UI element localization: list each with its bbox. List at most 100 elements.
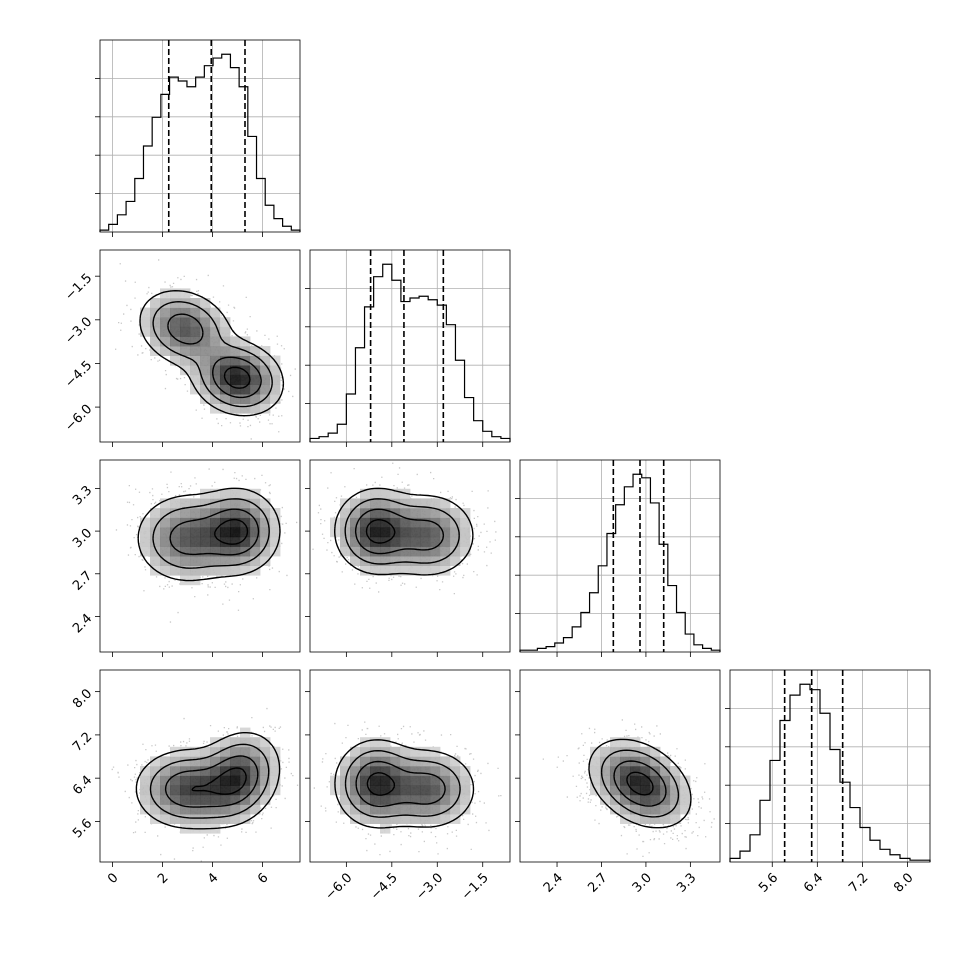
density-cell [350, 794, 361, 805]
density-cell [200, 775, 211, 786]
density-cell [220, 737, 231, 748]
density-cell [370, 498, 381, 509]
density-cell [230, 488, 241, 499]
x-tick-label: 8.0 [891, 870, 916, 895]
histogram-panel [725, 669, 931, 867]
density-cell [600, 766, 611, 776]
density-cell [390, 756, 401, 767]
density-cell [370, 527, 381, 538]
density-cell [350, 556, 361, 566]
density-cell [680, 804, 691, 815]
density-cell [370, 556, 381, 566]
y-tick-label: 3.0 [70, 526, 95, 551]
histogram-step-line [309, 263, 511, 442]
density-cell [590, 756, 601, 767]
density-cell [230, 775, 241, 786]
density-cell [420, 775, 431, 786]
x-tick-label: 2.4 [541, 870, 566, 895]
density-cell [200, 814, 211, 824]
density-cell [250, 527, 261, 538]
density-cell [180, 804, 191, 815]
density-cell [450, 508, 461, 518]
y-tick-label: 2.4 [70, 611, 95, 636]
density-cell [360, 498, 371, 509]
density-cell [180, 307, 191, 318]
density-cell [140, 785, 151, 796]
density-cell [400, 565, 411, 576]
density-cell [180, 746, 191, 757]
density-cell [430, 546, 441, 557]
density-cell [390, 488, 401, 499]
density-cell [150, 766, 161, 776]
density-cell [170, 766, 181, 776]
density-cell [180, 317, 191, 328]
density-cell [430, 536, 441, 547]
density-cell [240, 794, 251, 805]
density-cell [670, 785, 681, 796]
density-cell [260, 536, 271, 547]
density-cell [270, 394, 281, 404]
density-cell [220, 336, 231, 347]
density-cell [190, 374, 201, 385]
panel-frame [309, 459, 511, 653]
density-cell [450, 766, 461, 776]
density-cell [410, 756, 421, 767]
density-cell [210, 556, 221, 566]
density-cell [200, 298, 211, 308]
density-cell [170, 756, 181, 767]
density-cell [250, 546, 261, 557]
density-cell [230, 394, 241, 404]
density-cell [410, 804, 421, 815]
density-cell [350, 814, 361, 824]
density-cell [440, 794, 451, 805]
density-cell [230, 365, 241, 376]
density-cell [270, 527, 281, 538]
density-cell [260, 498, 271, 509]
histogram-panel [515, 459, 721, 657]
density-cell [240, 403, 251, 414]
density-cell [140, 307, 151, 318]
contour-line [152, 498, 270, 569]
density-cell [410, 508, 421, 518]
density-cell [260, 384, 271, 395]
density-cell [200, 804, 211, 815]
density-cell [210, 346, 221, 356]
contour-line [600, 749, 680, 818]
density-cell [240, 556, 251, 566]
joint-panel [95, 459, 301, 657]
density-cell [260, 546, 271, 557]
density-cell [190, 307, 201, 318]
density-cell [360, 517, 371, 528]
x-tick-label: 2 [155, 870, 171, 886]
density-cell [150, 794, 161, 805]
density-cell [240, 384, 251, 395]
contour-line [344, 498, 460, 565]
density-cell [260, 746, 271, 757]
density-cell [210, 766, 221, 776]
density-cell [610, 804, 621, 815]
density-cell [200, 346, 211, 356]
x-tick-label: −6.0 [322, 870, 355, 903]
density-cell [220, 317, 231, 328]
density-cell [460, 785, 471, 796]
density-cell [160, 794, 171, 805]
density-cell [660, 794, 671, 805]
histogram-panel [95, 39, 301, 237]
density-cell [210, 517, 221, 528]
density-cell [230, 336, 241, 347]
density-cell [220, 766, 231, 776]
density-cell [350, 804, 361, 815]
density-cell [240, 746, 251, 757]
density-cell [160, 565, 171, 576]
panel-frame [99, 669, 301, 863]
y-tick-label: 8.0 [70, 686, 95, 711]
density-cell [400, 546, 411, 557]
density-cell [250, 746, 261, 757]
density-cell [180, 365, 191, 376]
density-cell [170, 307, 181, 318]
density-cell [620, 746, 631, 757]
density-cell [360, 766, 371, 776]
density-cell [160, 317, 171, 328]
density-cell [190, 336, 201, 347]
